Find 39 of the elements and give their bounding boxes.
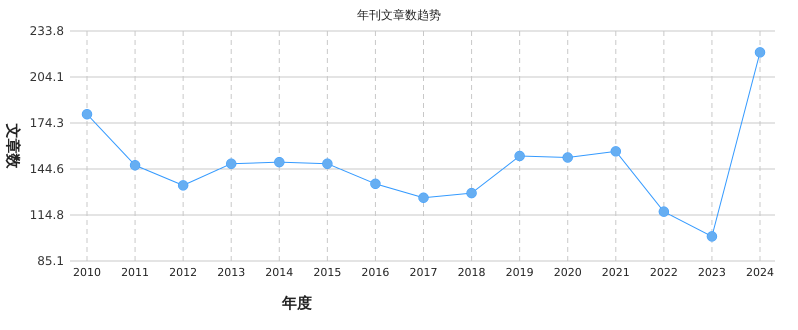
point: [274, 156, 285, 168]
x-tick-label: 2016: [361, 266, 390, 279]
x-tick-label: 2023: [698, 266, 726, 279]
point: [706, 231, 718, 242]
x-tick-label: 2017: [410, 266, 438, 279]
point: [130, 160, 140, 171]
point: [658, 206, 670, 217]
x-tick-label: 2022: [650, 266, 678, 279]
x-tick-label: 2018: [458, 266, 486, 279]
y-tick-label: 233.8: [30, 24, 64, 38]
point: [370, 178, 381, 190]
point: [178, 180, 188, 191]
x-tick-label: 2024: [746, 266, 774, 279]
y-tick-label: 204.1: [30, 70, 64, 84]
chart-title: 年刊文章数趋势: [357, 8, 441, 22]
point: [562, 152, 573, 163]
point: [322, 158, 333, 169]
point: [82, 108, 92, 120]
x-tick-label: 2014: [265, 266, 294, 279]
x-tick-label: 2020: [554, 266, 582, 279]
x-tick-label: 2012: [169, 266, 198, 279]
x-tick-label: 2013: [217, 266, 246, 279]
point: [514, 150, 525, 162]
x-tick-label: 2010: [73, 266, 101, 279]
y-axis-title: 文章数: [4, 122, 22, 170]
y-tick-label: 114.8: [30, 208, 64, 222]
point: [226, 158, 236, 169]
point: [610, 146, 622, 157]
x-tick-label: 2021: [602, 266, 630, 279]
x-tick-label: 2019: [506, 266, 534, 279]
x-tick-label: 2011: [121, 266, 150, 279]
y-tick-label: 144.6: [30, 162, 64, 176]
point: [754, 47, 766, 58]
y-tick-label: 85.1: [37, 254, 64, 268]
x-tick-label: 2015: [313, 266, 342, 279]
x-axis-title: 年度: [281, 294, 312, 312]
y-tick-label: 174.3: [30, 116, 64, 130]
point: [418, 192, 429, 203]
point: [466, 188, 477, 198]
